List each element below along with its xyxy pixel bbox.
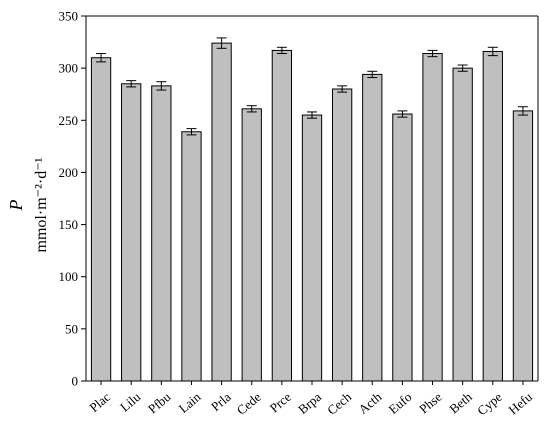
x-tick-label: Prla — [208, 389, 234, 414]
bar — [181, 131, 202, 382]
y-axis-unit: mmol·m⁻²·d⁻¹ — [33, 157, 50, 252]
x-tick-label: Eufo — [385, 389, 414, 417]
x-tick-label: Acth — [355, 389, 384, 417]
bar — [512, 110, 534, 382]
bar — [482, 50, 503, 382]
bar — [301, 114, 323, 382]
bar — [362, 73, 383, 382]
x-tick-label: Pfbu — [145, 389, 174, 417]
x-tick-label: Cede — [234, 389, 264, 418]
bar — [422, 53, 443, 382]
bar — [241, 108, 262, 382]
x-tick-label: Plac — [86, 389, 113, 415]
y-tick-label: 250 — [59, 113, 79, 128]
bar — [121, 83, 142, 382]
x-tick-label: Brpa — [295, 389, 324, 417]
x-tick-label: Hefu — [505, 389, 535, 418]
y-tick-label: 300 — [59, 61, 79, 76]
y-tick-label: 50 — [65, 321, 78, 336]
y-tick-label: 0 — [72, 374, 79, 389]
x-labels-group: Plac Lilu Pfbu Lain Prla Cede Prce Brpa Cech Acth… — [86, 381, 535, 418]
x-tick-label: Lain — [176, 389, 204, 416]
bar — [151, 85, 172, 382]
y-ticks-group: 0 50 100 150 200 250 300 350 — [59, 9, 86, 389]
x-tick-label: Phse — [416, 389, 445, 416]
bars-group — [90, 37, 534, 382]
bar — [90, 57, 112, 382]
y-tick-label: 200 — [59, 165, 79, 180]
x-tick-label: Lilu — [117, 389, 144, 415]
x-tick-label: Beth — [446, 389, 475, 417]
bar — [271, 49, 293, 382]
bar — [331, 88, 353, 382]
y-axis-title: P mmol·m⁻²·d⁻¹ — [6, 157, 50, 252]
y-tick-label: 350 — [59, 9, 79, 24]
x-tick-label: Prce — [267, 389, 295, 415]
x-tick-label: Cech — [324, 389, 354, 418]
x-tick-label: Cype — [474, 389, 505, 418]
bar — [211, 42, 232, 382]
y-tick-label: 100 — [59, 269, 79, 284]
bar — [392, 113, 413, 382]
y-axis-symbol: P — [6, 200, 26, 212]
bar — [452, 67, 473, 382]
y-tick-label: 150 — [59, 217, 79, 232]
